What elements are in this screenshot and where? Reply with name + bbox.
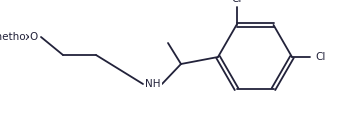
Text: NH: NH (145, 79, 161, 89)
Text: Cl: Cl (315, 52, 325, 62)
Text: O: O (30, 32, 38, 42)
Text: methoxy: methoxy (0, 32, 38, 42)
Text: Cl: Cl (231, 0, 242, 4)
